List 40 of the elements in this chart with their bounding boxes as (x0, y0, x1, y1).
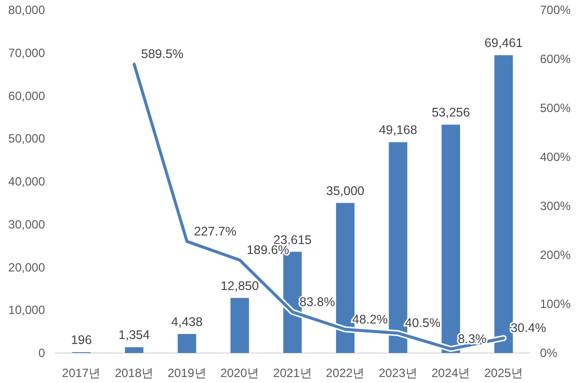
x-tick-label: 2021년 (273, 366, 312, 380)
y-tick-label: 60,000 (8, 88, 46, 103)
y-tick-label: 40,000 (8, 174, 46, 188)
x-tick-label: 2020년 (220, 366, 260, 380)
data-label: 69,461 (484, 36, 523, 50)
y-tick-label: 50,000 (8, 132, 46, 146)
y-tick-label: 10,000 (8, 303, 46, 318)
data-label: 23,615 (273, 232, 312, 247)
data-label: 53,256 (432, 106, 470, 120)
y2-tick-label: 500% (540, 101, 572, 115)
x-tick-label: 2025년 (484, 366, 523, 380)
data-label: 196 (70, 333, 92, 348)
data-label: 1,354 (118, 328, 150, 342)
y2-tick-label: 200% (540, 248, 572, 262)
data-label: 4,438 (171, 314, 203, 329)
y2-tick-label: 400% (540, 150, 572, 164)
bar (124, 347, 144, 353)
data-label: 589.5% (141, 47, 184, 62)
y-tick-label: 80,000 (8, 3, 46, 17)
bar (230, 298, 249, 353)
x-tick-label: 2017년 (62, 366, 101, 380)
y-tick-label: 0 (38, 346, 46, 360)
y2-tick-label: 0% (540, 346, 558, 360)
y-tick-label: 30,000 (8, 217, 46, 232)
x-tick-label: 2018년 (114, 366, 154, 380)
y-tick-label: 20,000 (8, 260, 46, 274)
y2-tick-label: 100% (540, 297, 572, 311)
y2-tick-label: 600% (540, 52, 572, 66)
y-tick-label: 70,000 (8, 46, 46, 60)
y2-tick-label: 300% (540, 199, 572, 213)
data-label: 227.7% (194, 224, 236, 238)
x-tick-label: 2019년 (168, 366, 206, 380)
data-label: 12,850 (220, 278, 259, 293)
x-tick-label: 2024년 (431, 366, 470, 380)
x-tick-label: 2022년 (326, 366, 365, 380)
data-label: 35,000 (326, 184, 364, 198)
y2-tick-label: 700% (540, 3, 572, 17)
data-label: 49,168 (378, 123, 418, 138)
bar (178, 334, 196, 353)
x-tick-label: 2023년 (378, 366, 418, 380)
